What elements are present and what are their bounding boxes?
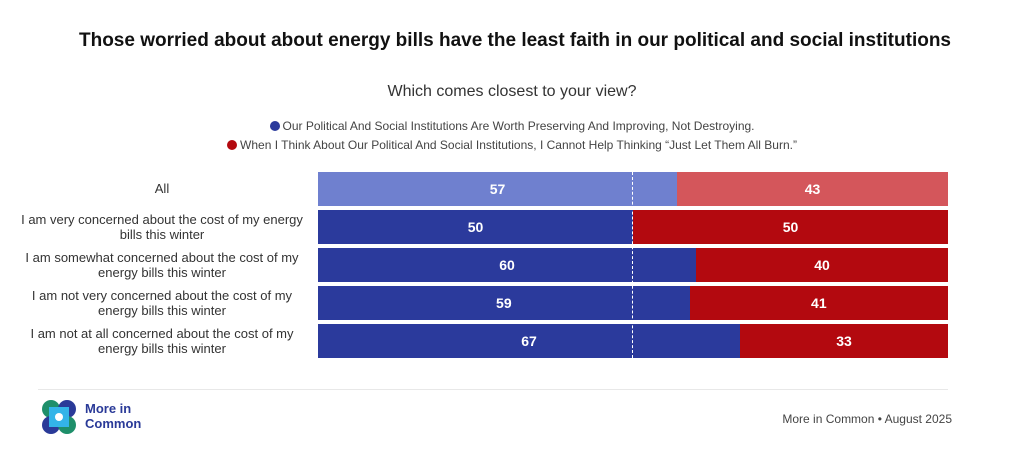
bar-burn: 33 bbox=[740, 324, 948, 358]
bar-preserve: 67 bbox=[318, 324, 741, 358]
source-note: More in Common • August 2025 bbox=[782, 412, 952, 426]
data-label: 41 bbox=[811, 295, 827, 311]
legend-dot-blue bbox=[269, 121, 280, 131]
category-label: I am not very concerned about the cost o… bbox=[31, 288, 293, 318]
data-label: 67 bbox=[521, 333, 537, 349]
fifty-percent-line bbox=[632, 172, 633, 358]
bar-preserve: 59 bbox=[318, 286, 690, 320]
legend-label: When I Think About Our Political And Soc… bbox=[240, 138, 797, 152]
bar-preserve: 60 bbox=[318, 248, 696, 282]
data-label: 50 bbox=[782, 219, 799, 235]
data-label: 50 bbox=[467, 219, 484, 235]
bar-burn: 50 bbox=[633, 210, 948, 244]
bar-burn: 41 bbox=[689, 286, 948, 320]
bar-preserve: 50 bbox=[318, 210, 633, 244]
data-label: 43 bbox=[804, 181, 821, 197]
legend-item-burn: When I Think About Our Political And Soc… bbox=[0, 136, 1024, 155]
brand-name: More in Common bbox=[85, 401, 142, 431]
bar-burn: 43 bbox=[677, 172, 948, 206]
legend-item-preserve: Our Political And Social Institutions Ar… bbox=[0, 117, 1024, 136]
chart-subtitle: Which comes closest to your view? bbox=[387, 83, 637, 100]
data-label: 57 bbox=[489, 181, 506, 197]
category-label: I am very concerned about the cost of my… bbox=[21, 212, 303, 242]
chart-title: Those worried about about energy bills h… bbox=[78, 30, 951, 51]
category-label: I am somewhat concerned about the cost o… bbox=[25, 250, 299, 280]
legend-dot-red bbox=[227, 140, 238, 150]
bar-burn: 40 bbox=[696, 248, 948, 282]
bar-preserve: 57 bbox=[318, 172, 678, 206]
data-label: 33 bbox=[836, 333, 852, 349]
category-label: I am not at all concerned about the cost… bbox=[30, 326, 294, 356]
data-label: 40 bbox=[814, 257, 830, 273]
legend-label: Our Political And Social Institutions Ar… bbox=[282, 119, 755, 133]
footer-divider bbox=[38, 389, 948, 390]
more-in-common-logo-icon bbox=[42, 400, 76, 434]
data-label: 59 bbox=[496, 295, 512, 311]
data-label: 60 bbox=[499, 257, 515, 273]
category-label: All bbox=[154, 181, 170, 196]
legend: Our Political And Social Institutions Ar… bbox=[0, 117, 1024, 155]
